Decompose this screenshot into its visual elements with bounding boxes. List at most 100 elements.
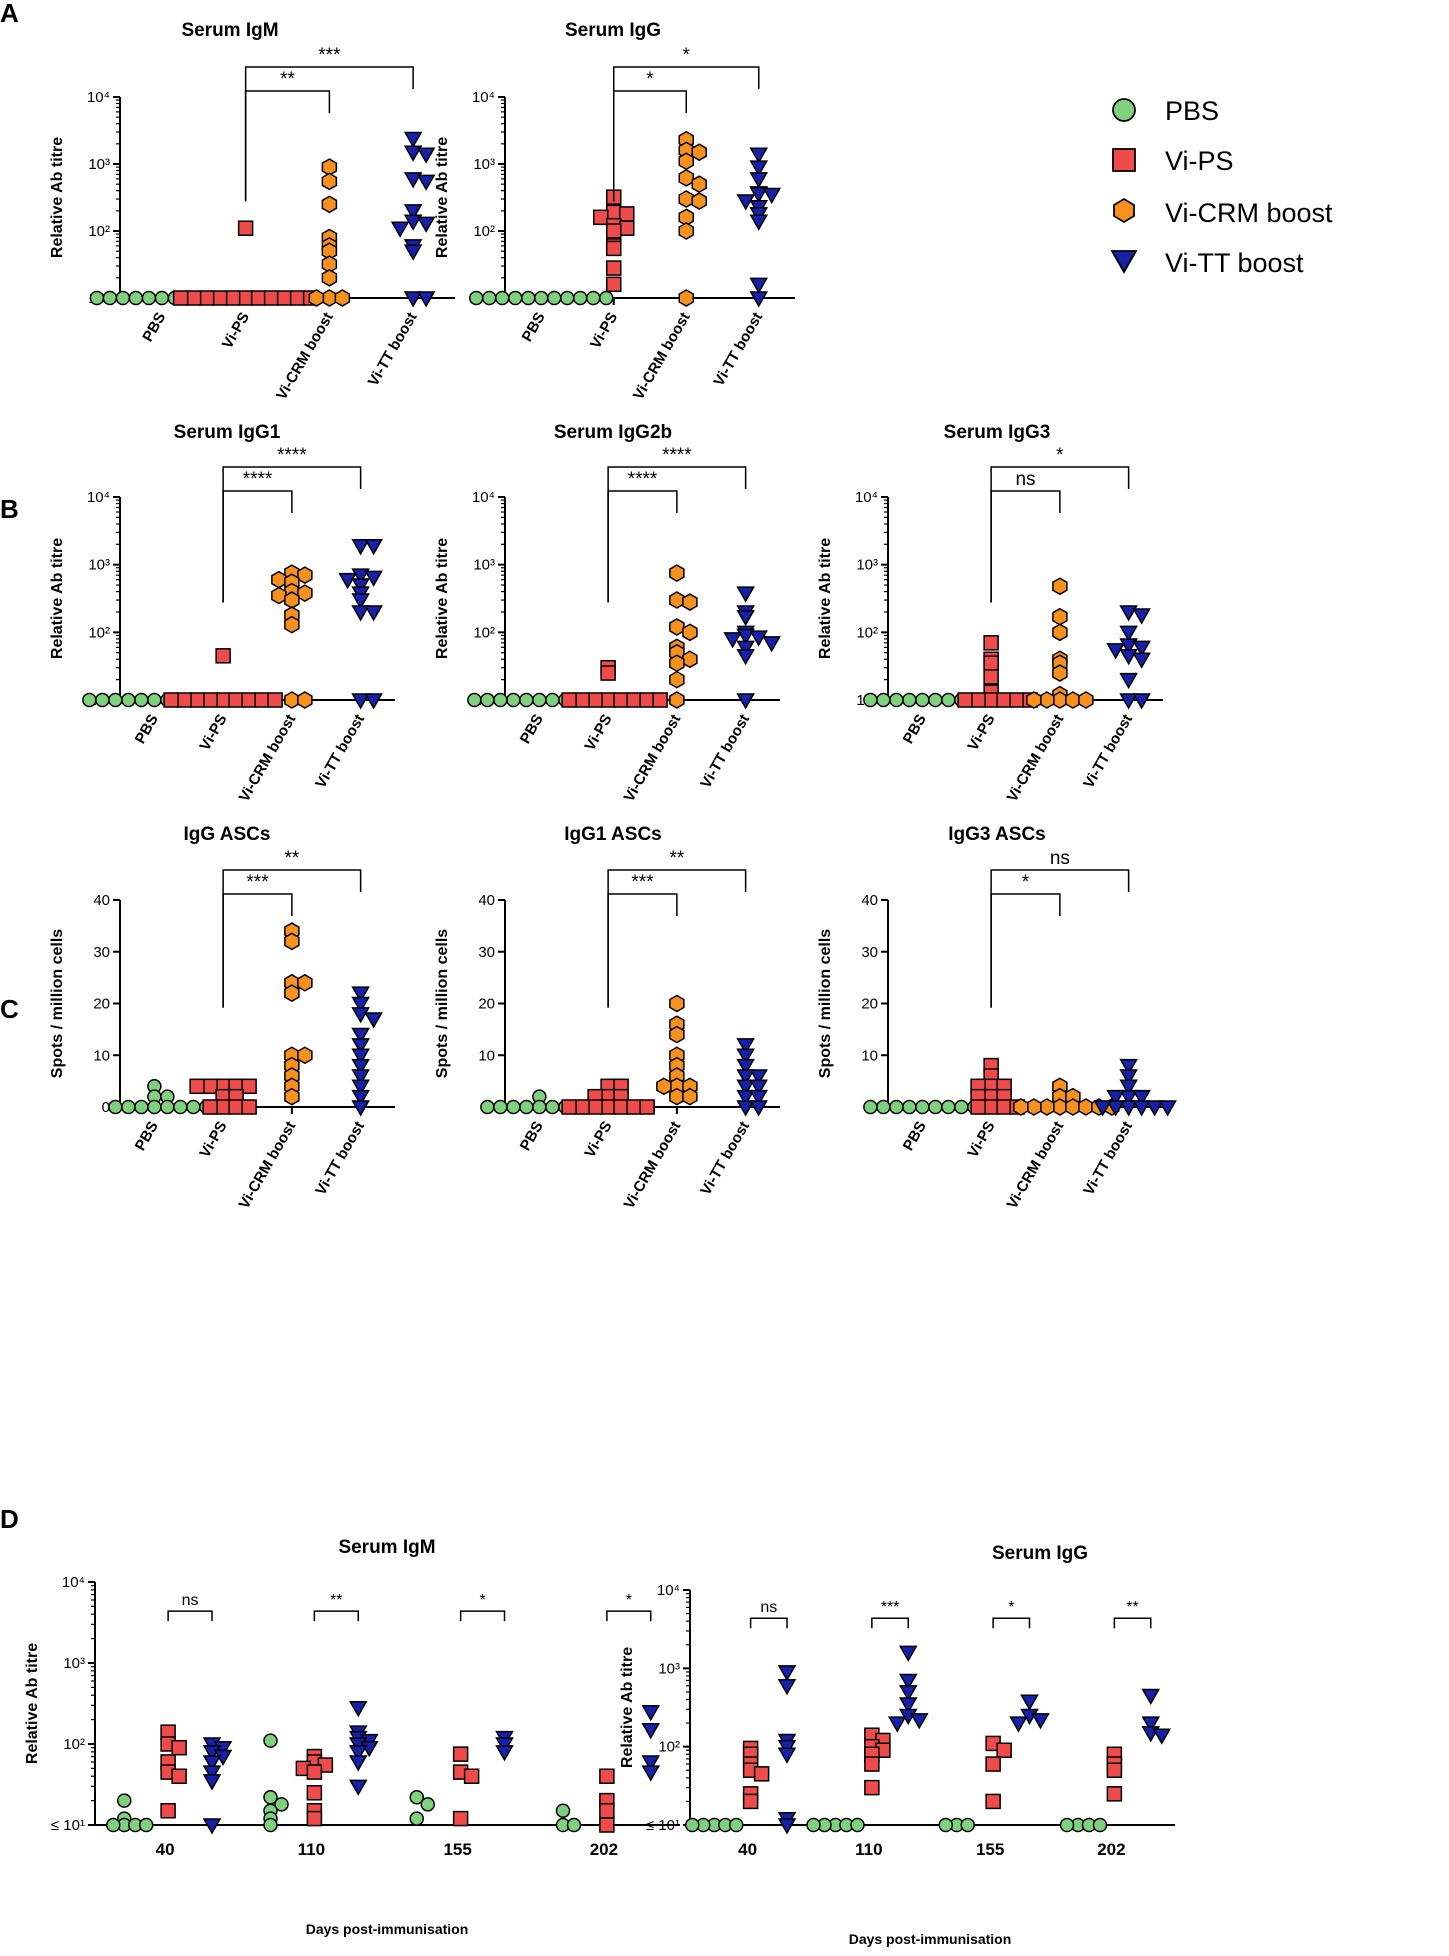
y-axis-title: Spots / million cells bbox=[817, 929, 834, 1078]
data-point-vi-tt-boost bbox=[416, 147, 436, 164]
significance-label: *** bbox=[631, 872, 654, 893]
data-point-pbs bbox=[467, 692, 482, 708]
data-point-vi-ps-day-155 bbox=[452, 1746, 469, 1762]
data-point-vi-crm-boost bbox=[669, 654, 685, 673]
x-tick-label-vi-tt-boost: Vi-TT boost bbox=[1080, 1118, 1136, 1198]
y-tick-label: 30 bbox=[93, 944, 110, 961]
data-point-vi-ps bbox=[983, 635, 999, 651]
data-point-vi-ps bbox=[593, 209, 609, 226]
data-point-vi-crm-boost bbox=[284, 984, 300, 1003]
x-tick-label-vi-crm-boost: Vi-CRM boost bbox=[621, 1119, 685, 1212]
data-point-vi-ps bbox=[613, 1099, 629, 1115]
legend-label-vi-ps: Vi-PS bbox=[1165, 146, 1234, 176]
data-point-pbs-day-40 bbox=[729, 1817, 744, 1833]
data-point-vi-tt-boost bbox=[416, 174, 436, 191]
data-point-vi-tt-boost bbox=[351, 693, 370, 710]
data-point-vi-ps bbox=[241, 692, 257, 708]
y-tick-label: 10³ bbox=[856, 557, 878, 574]
data-point-vi-crm-boost bbox=[1026, 1098, 1042, 1116]
y-tick-label: 10² bbox=[473, 624, 495, 641]
x-tick-label-vi-ps: Vi-PS bbox=[581, 1119, 615, 1161]
y-tick-label: 10² bbox=[63, 1736, 85, 1753]
data-point-vi-crm-boost bbox=[284, 691, 300, 709]
y-axis-title: Relative Ab titre bbox=[49, 538, 66, 659]
data-point-vi-tt-boost bbox=[749, 147, 769, 164]
data-point-vi-tt-boost bbox=[351, 986, 370, 1003]
data-point-vi-tt-boost bbox=[749, 291, 769, 308]
data-point-pbs bbox=[147, 1099, 162, 1115]
data-point-vi-tt-boost-day-40 bbox=[202, 1765, 222, 1782]
data-point-vi-tt-boost-day-110 bbox=[348, 1701, 368, 1718]
data-point-vi-crm-boost bbox=[271, 586, 287, 605]
y-tick-label: 10³ bbox=[63, 1655, 85, 1672]
legend-marker-vi-tt bbox=[1110, 250, 1138, 274]
data-point-vi-tt-boost-day-202 bbox=[641, 1755, 661, 1772]
significance-bracket bbox=[606, 1610, 652, 1622]
data-point-vi-ps bbox=[600, 665, 616, 681]
data-point-vi-ps bbox=[970, 692, 986, 708]
y-tick-label: 0 bbox=[102, 1099, 110, 1116]
data-point-pbs-day-110 bbox=[850, 1817, 865, 1833]
data-point-pbs-day-155 bbox=[420, 1797, 435, 1812]
panel-letter-b: B bbox=[0, 494, 19, 524]
data-point-pbs bbox=[863, 1099, 878, 1115]
chart-b-serum-igg2b: Serum IgG2b10¹10²10³10⁴Relative Ab titre… bbox=[434, 422, 781, 805]
x-tick-label-vi-tt-boost: Vi-TT boost bbox=[365, 309, 421, 389]
data-point-pbs-day-40 bbox=[117, 1793, 132, 1808]
data-point-vi-crm-boost bbox=[656, 1077, 672, 1096]
data-point-vi-tt-boost bbox=[1119, 1100, 1138, 1117]
data-point-vi-tt-boost bbox=[1119, 649, 1138, 666]
legend-item-pbs: PBS bbox=[1112, 96, 1219, 126]
data-point-pbs bbox=[532, 1099, 547, 1115]
data-point-vi-crm-boost bbox=[669, 1087, 685, 1106]
data-point-vi-ps bbox=[606, 276, 622, 293]
data-point-vi-ps bbox=[224, 290, 241, 306]
data-point-vi-ps-day-202 bbox=[1106, 1762, 1123, 1778]
data-point-vi-tt-boost bbox=[762, 636, 781, 653]
data-point-vi-ps bbox=[241, 1099, 257, 1115]
data-point-vi-ps bbox=[639, 692, 655, 708]
data-point-vi-crm-boost bbox=[669, 564, 685, 582]
data-point-vi-tt-boost bbox=[1119, 1058, 1138, 1076]
significance-bracket bbox=[990, 490, 1061, 603]
data-point-pbs bbox=[560, 290, 575, 306]
data-point-vi-tt-boost bbox=[364, 1012, 383, 1029]
y-axis-title: Relative Ab titre bbox=[817, 538, 834, 659]
data-point-vi-tt-boost bbox=[390, 221, 410, 238]
significance-label: *** bbox=[881, 1599, 900, 1616]
y-tick-label: 10⁴ bbox=[87, 489, 110, 506]
data-point-vi-ps-day-155 bbox=[452, 1810, 469, 1827]
data-point-vi-tt-boost-day-40 bbox=[777, 1818, 797, 1835]
x-tick-label-vi-crm-boost: Vi-CRM boost bbox=[236, 1119, 300, 1212]
data-point-vi-tt-boost-day-202 bbox=[641, 1705, 661, 1722]
x-tick-label-vi-tt-boost: Vi-TT boost bbox=[697, 1118, 753, 1198]
data-point-vi-crm-boost bbox=[271, 570, 287, 589]
data-point-pbs bbox=[482, 290, 497, 306]
data-point-vi-tt-boost bbox=[403, 291, 423, 308]
x-axis-title: Days post-immunisation bbox=[849, 1931, 1012, 1947]
data-point-vi-tt-boost-day-110 bbox=[898, 1697, 918, 1714]
data-point-vi-tt-boost bbox=[351, 1058, 370, 1076]
data-point-pbs-day-155 bbox=[960, 1817, 975, 1833]
y-tick-label: 10³ bbox=[473, 156, 495, 173]
y-tick-label: 10⁴ bbox=[855, 489, 878, 506]
data-point-pbs bbox=[928, 1099, 943, 1115]
x-tick-label-pbs: PBS bbox=[132, 1119, 162, 1154]
data-point-vi-tt-boost bbox=[736, 1048, 755, 1065]
data-point-vi-tt-boost bbox=[403, 131, 423, 149]
significance-label: ** bbox=[669, 848, 684, 869]
data-point-vi-crm-boost bbox=[669, 618, 685, 636]
data-point-vi-ps bbox=[215, 648, 231, 664]
data-point-pbs bbox=[532, 692, 547, 708]
y-tick-label: 10² bbox=[473, 223, 495, 240]
data-point-vi-tt-boost bbox=[1132, 652, 1151, 669]
data-point-vi-crm-boost bbox=[284, 932, 300, 951]
data-point-vi-crm-boost bbox=[1039, 1098, 1055, 1116]
data-point-vi-ps bbox=[289, 290, 306, 306]
data-point-vi-tt-boost bbox=[749, 160, 769, 177]
legend-item-vi-tt: Vi-TT boost bbox=[1110, 248, 1304, 278]
legend-item-vi-crm: Vi-CRM boost bbox=[1113, 197, 1333, 228]
data-point-vi-ps bbox=[267, 692, 283, 708]
data-point-vi-ps bbox=[561, 1099, 577, 1115]
